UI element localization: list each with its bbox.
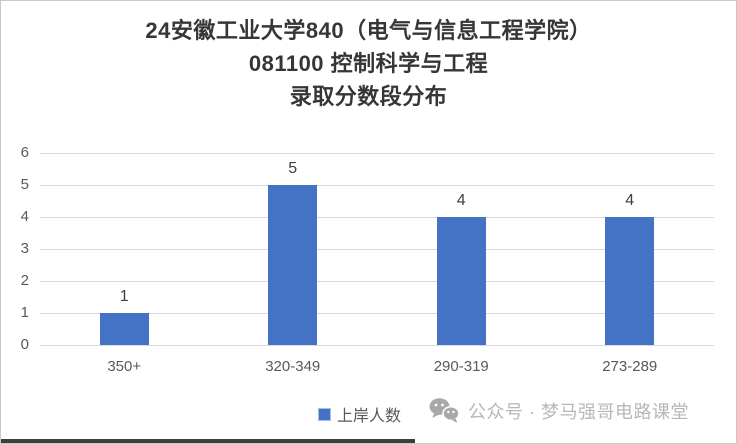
x-axis-label: 320-349 [265, 358, 321, 375]
legend-swatch [318, 407, 331, 421]
wechat-icon [428, 397, 460, 425]
y-axis-tick-label: 4 [20, 208, 29, 225]
chart-title-line-3: 录取分数段分布 [289, 84, 448, 109]
y-axis-tick-label: 1 [20, 304, 29, 321]
x-axis-label: 290-319 [433, 358, 489, 375]
gridline [40, 185, 714, 186]
gridline [40, 249, 714, 250]
legend-label: 上岸人数 [337, 408, 402, 425]
chart-legend: 上岸人数 [318, 402, 402, 426]
bar-value-label: 4 [456, 192, 466, 209]
bar-value-label: 5 [288, 160, 298, 177]
watermark-text: 公众号 · 梦马强哥电路课堂 [468, 402, 689, 422]
watermark: 公众号 · 梦马强哥电路课堂 [428, 397, 689, 425]
y-axis-tick-label: 5 [20, 176, 29, 193]
bar [436, 217, 486, 345]
y-axis-tick-label: 0 [20, 336, 29, 353]
gridline [40, 217, 714, 218]
chart-title: 24安徽工业大学840（电气与信息工程学院） 081100 控制科学与工程 录取… [1, 14, 736, 113]
y-axis-tick-label: 6 [20, 144, 29, 161]
gridline [40, 345, 714, 346]
gridline [40, 153, 714, 154]
chart-title-line-2: 081100 控制科学与工程 [248, 51, 489, 76]
bar-value-label: 4 [625, 192, 635, 209]
bottom-edge-line [1, 439, 415, 443]
gridline [40, 313, 714, 314]
bar [99, 313, 149, 345]
bar [268, 185, 318, 345]
y-axis-tick-label: 3 [20, 240, 29, 257]
y-axis-tick-label: 2 [20, 272, 29, 289]
x-axis-label: 273-289 [602, 358, 658, 375]
bar-value-label: 1 [119, 288, 129, 305]
bar [605, 217, 655, 345]
gridline [40, 281, 714, 282]
x-axis-label: 350+ [107, 358, 142, 375]
chart-title-line-1: 24安徽工业大学840（电气与信息工程学院） [145, 18, 592, 43]
